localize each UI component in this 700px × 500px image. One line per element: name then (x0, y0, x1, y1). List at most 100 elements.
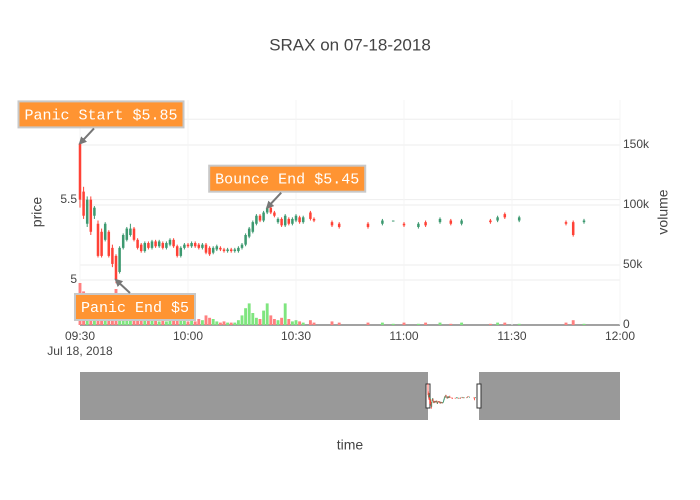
candle-body (301, 217, 305, 223)
candle-body (121, 235, 125, 248)
annotation: Bounce End $5.45 (208, 164, 367, 210)
candle-body (154, 241, 157, 247)
x-tick-label: 10:30 (281, 329, 311, 343)
volume-bar (211, 319, 215, 325)
volume-bar (571, 320, 575, 325)
volume-bar (301, 322, 305, 325)
volume-bar (258, 319, 262, 325)
volume-bar (157, 321, 161, 325)
volume-bar (416, 323, 420, 325)
y2-axis-title: volume (655, 189, 671, 234)
volume-bar (208, 317, 212, 325)
annotation-box (73, 293, 197, 321)
candle-body (240, 244, 244, 248)
candle-body (262, 212, 265, 221)
candle-body (139, 244, 143, 252)
volume-bar (190, 320, 194, 325)
volume-bar (564, 322, 568, 325)
candle-body (291, 218, 294, 224)
candle-body (298, 217, 301, 223)
annotation-arrow (114, 278, 131, 294)
candle-body (219, 247, 222, 250)
candle-body (204, 244, 208, 253)
candle-body (161, 243, 165, 248)
volume-bar (496, 322, 500, 325)
candle-body (237, 247, 240, 252)
candle-body (136, 239, 139, 248)
volume-bar (280, 317, 284, 325)
volume-bar (391, 323, 395, 325)
volume-bar (402, 322, 406, 325)
annotations: Panic Start $5.85 Bounce End $5.45 Panic E… (17, 100, 367, 321)
candle-body (125, 228, 129, 240)
candle-body (294, 215, 298, 221)
candle-body (280, 218, 283, 226)
volume-bar (150, 317, 154, 325)
candle-body (186, 244, 190, 247)
volume-bar (168, 320, 172, 325)
volume-bar (460, 322, 464, 325)
chart-title: SRAX on 07-18-2018 (269, 35, 431, 54)
x-tick-label: 12:00 (605, 329, 635, 343)
volume-bar (276, 320, 280, 325)
x-tick-label: 11:30 (497, 329, 526, 343)
candle-body (330, 222, 334, 226)
candle-body (118, 247, 121, 272)
volume-bar (233, 322, 237, 325)
candle-body (208, 247, 211, 255)
x-tick-label: 11:00 (389, 329, 418, 343)
y-axis-title: price (29, 197, 45, 228)
candle-body (168, 239, 172, 245)
volume-bar (438, 322, 442, 325)
candle-body (82, 191, 85, 216)
volume-bar (236, 320, 240, 325)
volume-bar (330, 321, 334, 325)
candle-body (564, 222, 568, 224)
volume-bar (136, 317, 140, 325)
candle-body (391, 220, 395, 222)
volume-bar (488, 323, 492, 325)
volume-bar (582, 323, 586, 325)
volume-bar (143, 319, 147, 325)
volume-bar (366, 322, 370, 325)
candle-body (258, 215, 262, 221)
volume-bar (179, 317, 183, 325)
candle-body (183, 244, 186, 248)
candle-body (287, 218, 291, 224)
volume-bar (222, 321, 226, 325)
candle-body (251, 222, 255, 232)
candle-body (265, 207, 269, 213)
candle-body (107, 231, 111, 256)
range-slider (80, 372, 620, 420)
volume-bar (424, 322, 428, 325)
volume-bar (283, 303, 287, 325)
candle-body (179, 247, 183, 256)
annotation: Panic Start $5.85 (17, 100, 185, 145)
y-tick-label: 5 (70, 272, 77, 286)
candle-body (197, 244, 201, 248)
volume-bar (215, 321, 219, 325)
candle-body (111, 247, 114, 264)
candle-body (147, 243, 150, 248)
candle-body (229, 249, 233, 252)
candle-body (114, 255, 118, 280)
candle-body (211, 247, 215, 253)
candle-body (215, 246, 219, 250)
candle-body (309, 212, 312, 219)
volume-bar (262, 310, 266, 325)
annotation-text: Bounce End $5.45 (215, 172, 359, 189)
volume-bar (287, 319, 291, 325)
volume-bar (164, 321, 168, 325)
volume-bar (269, 315, 273, 325)
candle-body (175, 246, 179, 256)
annotation-text: Panic Start $5.85 (24, 107, 177, 124)
volume-bar (204, 315, 208, 325)
candle-body (381, 220, 384, 224)
annotation-arrow (265, 191, 282, 210)
x-tick-label: 09:30 (65, 329, 95, 343)
range-slider-handle[interactable] (476, 383, 482, 409)
x-axis-title: time (337, 437, 364, 453)
candle-body (226, 249, 229, 252)
annotation-box (17, 100, 185, 129)
